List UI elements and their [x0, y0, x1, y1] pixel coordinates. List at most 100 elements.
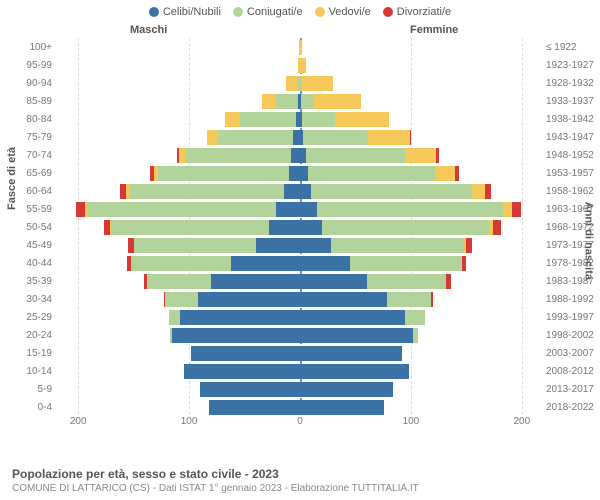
y-axis-label-left: Fasce di età	[6, 147, 18, 210]
bar-female	[300, 94, 361, 109]
bar-segment	[435, 166, 455, 181]
bar-male	[127, 256, 300, 271]
bar-segment	[311, 184, 472, 199]
age-label: 90-94	[18, 78, 52, 89]
age-row: 70-741948-1952	[56, 146, 544, 164]
birth-year-label: 2018-2022	[546, 402, 598, 413]
bar-segment	[284, 184, 300, 199]
birth-year-label: 1958-1962	[546, 186, 598, 197]
age-row: 75-791943-1947	[56, 128, 544, 146]
bar-male	[200, 382, 300, 397]
legend-label: Coniugati/e	[247, 6, 303, 18]
bar-segment	[218, 130, 293, 145]
bar-segment	[335, 112, 388, 127]
bar-male	[169, 310, 300, 325]
bar-segment	[466, 238, 472, 253]
bar-male	[76, 202, 300, 217]
bar-segment	[367, 274, 447, 289]
bar-segment	[331, 238, 464, 253]
bar-segment	[308, 166, 436, 181]
birth-year-label: 1973-1977	[546, 240, 598, 251]
age-label: 5-9	[18, 384, 52, 395]
bar-segment	[314, 94, 361, 109]
birth-year-label: 1968-1972	[546, 222, 598, 233]
age-row: 85-891933-1937	[56, 92, 544, 110]
birth-year-label: 1943-1947	[546, 132, 598, 143]
bar-male	[262, 94, 300, 109]
age-label: 25-29	[18, 312, 52, 323]
bar-segment	[231, 256, 300, 271]
bar-female	[300, 328, 418, 343]
bar-segment	[169, 310, 180, 325]
bar-segment	[446, 274, 450, 289]
birth-year-label: 1963-1967	[546, 204, 598, 215]
bar-segment	[191, 346, 300, 361]
bar-segment	[302, 112, 335, 127]
age-row: 45-491973-1977	[56, 236, 544, 254]
age-row: 90-941928-1932	[56, 74, 544, 92]
footer-title: Popolazione per età, sesso e stato civil…	[12, 467, 419, 481]
bar-segment	[512, 202, 521, 217]
bar-female	[300, 202, 521, 217]
birth-year-label: 1988-1992	[546, 294, 598, 305]
age-label: 55-59	[18, 204, 52, 215]
legend-item: Vedovi/e	[315, 6, 371, 18]
bar-segment	[300, 256, 350, 271]
bar-segment	[300, 202, 317, 217]
bar-female	[300, 400, 384, 415]
birth-year-label: 1993-1997	[546, 312, 598, 323]
bar-male	[184, 364, 300, 379]
bar-male	[170, 328, 300, 343]
bar-segment	[256, 238, 300, 253]
bar-male	[144, 274, 300, 289]
legend-swatch	[383, 7, 393, 17]
bar-segment	[129, 184, 284, 199]
bar-male	[104, 220, 300, 235]
bar-female	[300, 292, 433, 307]
bar-segment	[503, 202, 512, 217]
birth-year-label: 1983-1987	[546, 276, 598, 287]
bar-segment	[276, 202, 300, 217]
bar-segment	[436, 148, 438, 163]
bar-female	[300, 364, 409, 379]
bar-segment	[350, 256, 461, 271]
bar-segment	[179, 148, 186, 163]
bar-male	[177, 148, 300, 163]
birth-year-label: 1923-1927	[546, 60, 598, 71]
age-row: 10-142008-2012	[56, 362, 544, 380]
bar-segment	[276, 94, 298, 109]
bar-female	[300, 112, 389, 127]
bar-segment	[431, 292, 433, 307]
bar-segment	[300, 274, 367, 289]
age-label: 20-24	[18, 330, 52, 341]
age-label: 15-19	[18, 348, 52, 359]
bar-segment	[198, 292, 300, 307]
bar-segment	[291, 148, 300, 163]
bar-male	[207, 130, 300, 145]
bar-segment	[211, 274, 300, 289]
age-label: 80-84	[18, 114, 52, 125]
bar-segment	[300, 58, 306, 73]
bar-segment	[300, 184, 311, 199]
bar-segment	[300, 238, 331, 253]
age-label: 40-44	[18, 258, 52, 269]
age-label: 70-74	[18, 150, 52, 161]
bar-segment	[76, 202, 85, 217]
bar-segment	[300, 364, 409, 379]
age-row: 30-341988-1992	[56, 290, 544, 308]
bar-segment	[172, 328, 300, 343]
bar-segment	[300, 400, 384, 415]
legend: Celibi/NubiliConiugati/eVedovi/eDivorzia…	[0, 0, 600, 20]
bar-segment	[485, 184, 491, 199]
bar-segment	[225, 112, 241, 127]
bar-male	[209, 400, 300, 415]
bar-segment	[493, 220, 501, 235]
age-label: 85-89	[18, 96, 52, 107]
age-row: 35-391983-1987	[56, 272, 544, 290]
birth-year-label: ≤ 1922	[546, 42, 598, 53]
bar-female	[300, 274, 451, 289]
age-row: 65-691953-1957	[56, 164, 544, 182]
birth-year-label: 2003-2007	[546, 348, 598, 359]
bar-segment	[158, 166, 289, 181]
bar-female	[300, 382, 393, 397]
